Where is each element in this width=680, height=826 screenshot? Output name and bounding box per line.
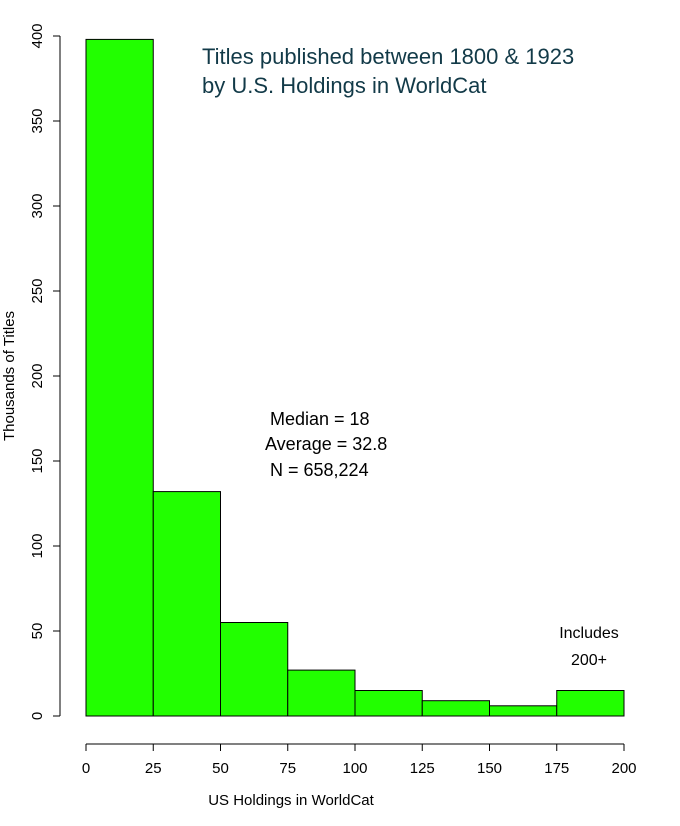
x-tick-label: 200: [611, 760, 636, 777]
last-bin-note-line-2: 200+: [571, 652, 607, 669]
histogram-bar: [556, 690, 625, 717]
average-annotation: Average = 32.8: [265, 434, 387, 454]
x-tick-label: 100: [342, 760, 367, 777]
y-tick-label: 200: [29, 363, 46, 388]
histogram-bar: [220, 622, 289, 717]
y-axis-title: Thousands of Titles: [1, 311, 18, 441]
chart-title-line-1: Titles published between 1800 & 1923: [202, 44, 574, 69]
x-tick-label: 25: [145, 760, 162, 777]
last-bin-note-line-1: Includes: [559, 625, 619, 642]
y-tick-label: 300: [29, 193, 46, 218]
y-tick-label: 150: [29, 448, 46, 473]
x-tick-label: 75: [279, 760, 296, 777]
x-tick-label: 0: [82, 760, 90, 777]
y-tick-label: 400: [29, 23, 46, 48]
histogram-bar: [85, 38, 154, 717]
y-tick-label: 50: [29, 623, 46, 640]
y-tick-label: 0: [29, 712, 46, 720]
y-tick-label: 100: [29, 533, 46, 558]
x-tick-label: 150: [477, 760, 502, 777]
histogram-bar: [152, 491, 221, 717]
histogram-bar: [354, 690, 423, 717]
y-tick-label: 350: [29, 108, 46, 133]
x-ticks-group: 0 25 50 75 100 125 150 175 200: [82, 744, 637, 777]
chart-title-line-2: by U.S. Holdings in WorldCat: [202, 73, 487, 98]
n-annotation: N = 658,224: [270, 460, 369, 480]
histogram-bar: [489, 705, 558, 717]
y-ticks-group: 0 50 100 150 200 250 300 350 400: [29, 23, 60, 720]
histogram-bar: [421, 700, 490, 717]
median-annotation: Median = 18: [270, 409, 370, 429]
histogram-bar: [287, 669, 356, 717]
y-tick-label: 250: [29, 278, 46, 303]
x-axis-title: US Holdings in WorldCat: [208, 792, 374, 809]
x-tick-label: 50: [212, 760, 229, 777]
x-tick-label: 125: [410, 760, 435, 777]
bars-group: [85, 38, 625, 717]
x-tick-label: 175: [544, 760, 569, 777]
